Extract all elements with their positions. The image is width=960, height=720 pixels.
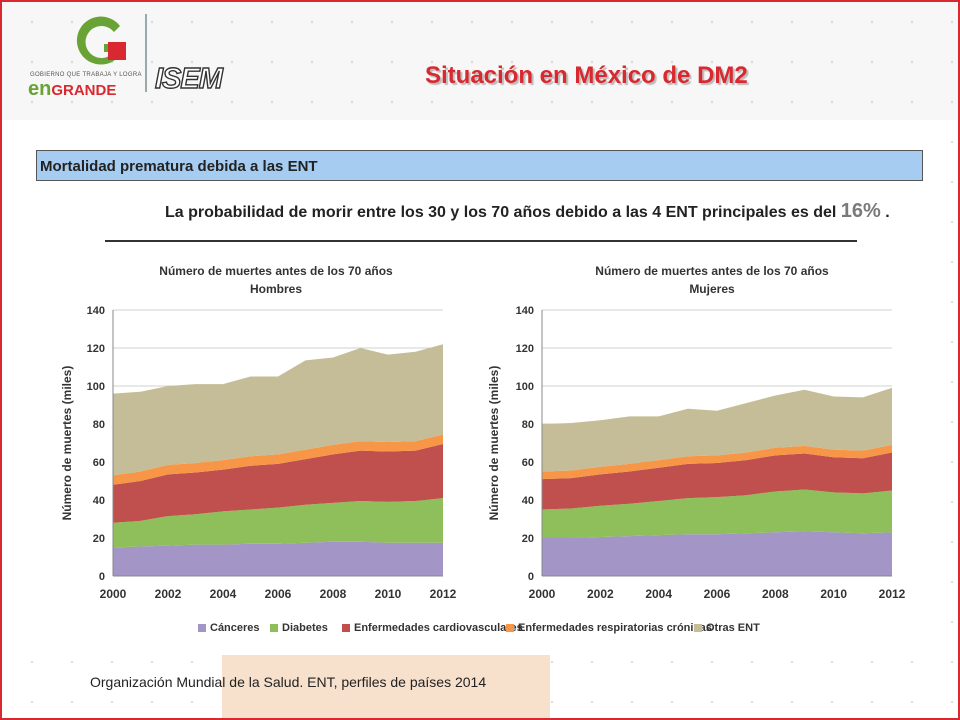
slide-title: Situación en México de DM2 bbox=[425, 62, 748, 89]
footer-band bbox=[222, 655, 550, 718]
legend-swatch bbox=[694, 624, 702, 633]
chart-men-subtitle: Hombres bbox=[249, 282, 302, 296]
probability-statement: La probabilidad de morir entre los 30 y … bbox=[165, 200, 890, 223]
area-series-enfermedades-respiratorias-cronicas bbox=[113, 434, 443, 485]
legend-label: Cánceres bbox=[210, 622, 260, 634]
legend-item-otras: Otras ENT bbox=[694, 622, 760, 634]
probability-text: La probabilidad de morir entre los 30 y … bbox=[165, 204, 837, 221]
x-tick-label: 2004 bbox=[645, 587, 672, 601]
y-tick-label: 80 bbox=[93, 419, 105, 431]
y-tick-label: 120 bbox=[87, 343, 105, 355]
legend-label: Enfermedades cardiovasculares bbox=[354, 622, 523, 634]
x-tick-label: 2006 bbox=[704, 587, 731, 601]
y-tick-label: 140 bbox=[516, 305, 534, 317]
x-tick-label: 2008 bbox=[320, 587, 347, 601]
banner-title: Mortalidad prematura debida a las ENT bbox=[36, 150, 923, 181]
x-tick-label: 2002 bbox=[155, 587, 182, 601]
area-series-otras-ent bbox=[113, 344, 443, 476]
y-tick-label: 100 bbox=[516, 381, 534, 393]
y-tick-label: 120 bbox=[516, 343, 534, 355]
legend-swatch bbox=[506, 624, 514, 633]
y-axis-label: Número de muertes (miles) bbox=[487, 366, 501, 521]
x-tick-label: 2004 bbox=[210, 587, 237, 601]
logo-en-text: en bbox=[28, 78, 52, 100]
chart-women-title: Número de muertes antes de los 70 años M… bbox=[582, 262, 842, 298]
legend-item-respiratorias: Enfermedades respiratorias crónicas bbox=[506, 622, 712, 634]
y-tick-label: 0 bbox=[99, 571, 105, 583]
x-tick-label: 2012 bbox=[430, 587, 457, 601]
isem-logo: ISEM bbox=[154, 62, 223, 95]
area-series-canceres bbox=[542, 531, 892, 576]
x-tick-label: 2006 bbox=[265, 587, 292, 601]
chart-men-title-line: Número de muertes antes de los 70 años bbox=[159, 264, 393, 278]
logo-tagline: GOBIERNO QUE TRABAJA Y LOGRA bbox=[30, 72, 142, 78]
engrande-wordmark: enGRANDE bbox=[28, 78, 116, 101]
x-tick-label: 2000 bbox=[529, 587, 556, 601]
y-tick-label: 40 bbox=[522, 495, 534, 507]
chart-women-subtitle: Mujeres bbox=[689, 282, 735, 296]
area-series-diabetes bbox=[542, 489, 892, 538]
probability-value: 16% bbox=[840, 200, 881, 222]
area-series-otras-ent bbox=[542, 387, 892, 472]
y-tick-label: 80 bbox=[522, 419, 534, 431]
area-series-enfermedades-cardiovasculares bbox=[113, 443, 443, 523]
legend-item-diabetes: Diabetes bbox=[270, 622, 328, 634]
probability-suffix: . bbox=[885, 204, 890, 221]
y-tick-label: 20 bbox=[522, 533, 534, 545]
x-tick-label: 2012 bbox=[879, 587, 906, 601]
chart-women-title-line: Número de muertes antes de los 70 años bbox=[595, 264, 829, 278]
legend-label: Diabetes bbox=[282, 622, 328, 634]
y-tick-label: 60 bbox=[93, 457, 105, 469]
x-tick-label: 2010 bbox=[820, 587, 847, 601]
area-series-diabetes bbox=[113, 498, 443, 548]
chart-men-title: Número de muertes antes de los 70 años H… bbox=[146, 262, 406, 298]
x-tick-label: 2010 bbox=[375, 587, 402, 601]
area-series-canceres bbox=[113, 541, 443, 576]
source-citation: Organización Mundial de la Salud. ENT, p… bbox=[90, 674, 487, 690]
legend-swatch bbox=[198, 624, 206, 633]
y-tick-label: 40 bbox=[93, 495, 105, 507]
x-tick-label: 2002 bbox=[587, 587, 614, 601]
area-series-enfermedades-cardiovasculares bbox=[542, 452, 892, 510]
y-axis-label: Número de muertes (miles) bbox=[60, 366, 74, 521]
legend-label: Enfermedades respiratorias crónicas bbox=[518, 622, 712, 634]
y-tick-label: 0 bbox=[528, 571, 534, 583]
x-tick-label: 2008 bbox=[762, 587, 789, 601]
legend-label: Otras ENT bbox=[706, 622, 760, 634]
legend-swatch bbox=[342, 624, 350, 633]
chart-men: 0 20 40 60 80 100 120 140 2000 2002 2004 2006 2008 20… bbox=[60, 305, 457, 601]
divider-rule bbox=[105, 240, 857, 242]
y-tick-label: 60 bbox=[522, 457, 534, 469]
y-tick-label: 140 bbox=[87, 305, 105, 317]
y-tick-label: 20 bbox=[93, 533, 105, 545]
x-tick-label: 2000 bbox=[100, 587, 127, 601]
y-tick-label: 100 bbox=[87, 381, 105, 393]
engrande-g-logo bbox=[76, 16, 126, 65]
chart-women: 0 20 40 60 80 100 120 140 2000 2002 2004 2006 2008 20… bbox=[487, 305, 906, 601]
legend-item-cardiovasculares: Enfermedades cardiovasculares bbox=[342, 622, 523, 634]
logo-grande-text: GRANDE bbox=[51, 82, 117, 99]
legend-item-canceres: Cánceres bbox=[198, 622, 260, 634]
logo-divider bbox=[145, 14, 147, 92]
legend-swatch bbox=[270, 624, 278, 633]
